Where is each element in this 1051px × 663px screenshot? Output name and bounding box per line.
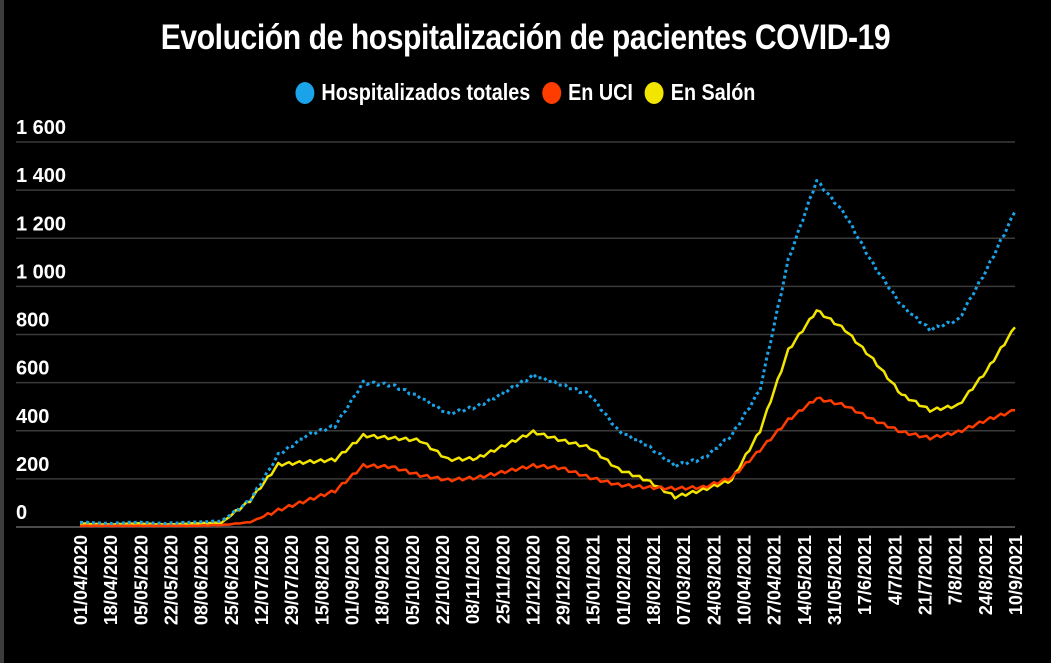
x-tick-label: 4/7/2021 [885,535,905,605]
y-tick-label: 800 [16,310,49,332]
y-tick-label: 600 [16,358,49,380]
x-tick-label: 22/05/2020 [161,535,181,625]
series-line-en-uci [79,396,1016,528]
x-tick-label: 01/09/2020 [342,535,362,625]
x-tick-label: 15/01/2021 [584,535,604,625]
series-line-hospitalizados-totales [79,179,1017,526]
x-tick-label: 05/05/2020 [131,535,151,625]
y-tick-label: 1 000 [16,261,66,283]
x-tick-label: 18/02/2021 [644,535,664,625]
x-tick-label: 24/03/2021 [704,535,724,625]
legend-label-total: Hospitalizados totales [321,79,531,105]
x-tick-label: 21/7/2021 [916,535,936,615]
y-tick-label: 400 [16,406,49,428]
y-tick-label: 0 [16,502,27,524]
x-tick-label: 01/02/2021 [614,535,634,625]
x-tick-label: 17/6/2021 [855,535,875,615]
legend-marker-total [295,81,315,104]
legend-item-salon: En Salón [644,79,756,106]
y-tick-label: 1 600 [16,117,66,139]
x-tick-label: 18/04/2020 [101,535,121,625]
legend-marker-salon [644,81,664,104]
legend-item-uci: En UCI [542,79,633,106]
y-tick-label: 1 400 [16,165,66,187]
series-line-en-saln [79,309,1016,527]
x-tick-label: 05/10/2020 [403,535,423,625]
y-tick-label: 200 [16,454,49,476]
x-tick-label: 14/05/2021 [795,535,815,625]
x-tick-label: 22/10/2020 [433,535,453,625]
x-tick-label: 25/11/2020 [493,535,513,624]
x-tick-label: 10/04/2021 [735,535,755,625]
x-tick-label: 25/06/2020 [222,535,242,625]
legend-item-total: Hospitalizados totales [295,79,531,106]
x-tick-label: 15/08/2020 [312,535,332,625]
x-tick-label: 08/06/2020 [192,535,212,625]
x-tick-label: 18/09/2020 [373,535,393,625]
y-tick-label: 1 200 [16,213,66,235]
legend-label-salon: En Salón [670,79,756,105]
legend-marker-uci [542,81,562,104]
legend-label-uci: En UCI [568,79,633,105]
x-tick-label: 31/05/2021 [825,535,845,625]
left-border [0,0,4,663]
x-tick-label: 24/8/2021 [976,535,996,615]
x-tick-label: 12/12/2020 [523,535,543,625]
x-tick-label: 12/07/2020 [252,535,272,625]
chart-title: Evolución de hospitalización de paciente… [160,18,891,57]
legend: Hospitalizados totales En UCI En Salón [74,79,978,106]
x-tick-label: 10/9/2021 [1006,535,1026,615]
x-tick-label: 07/03/2021 [674,535,694,625]
x-tick-label: 01/04/2020 [71,535,91,625]
x-tick-label: 29/07/2020 [282,535,302,625]
x-tick-label: 29/12/2020 [554,535,574,625]
x-tick-label: 27/04/2021 [765,535,785,625]
x-tick-label: 7/8/2021 [946,535,966,605]
x-tick-label: 08/11/2020 [463,535,483,624]
